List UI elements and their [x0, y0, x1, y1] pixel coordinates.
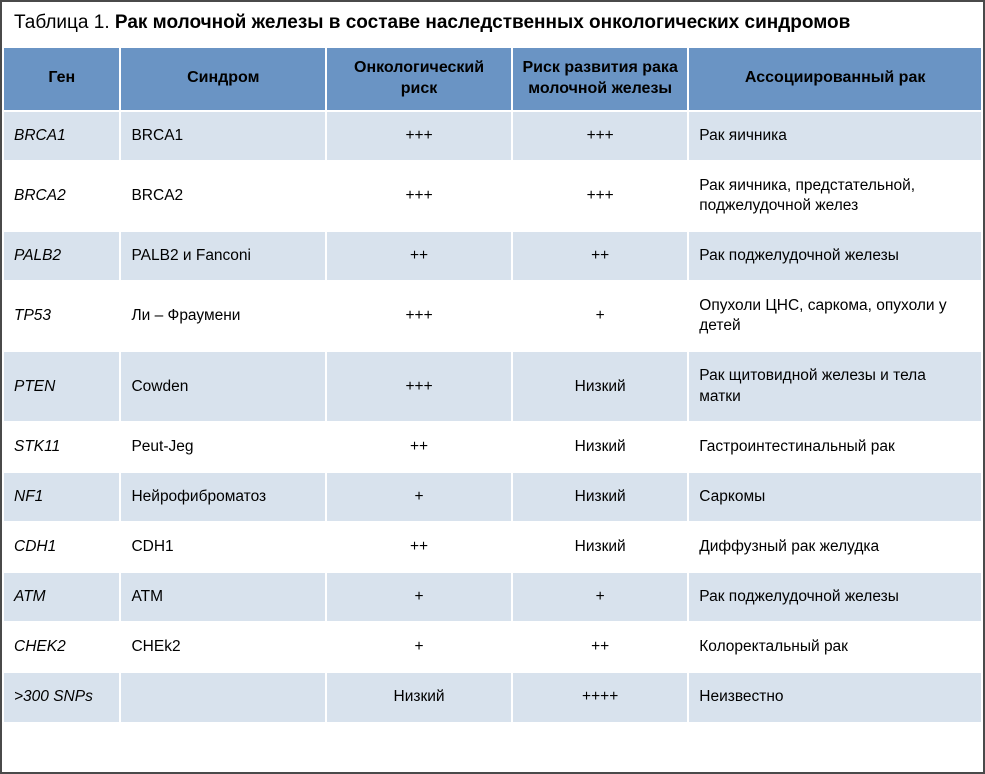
table-row: PTEN Cowden +++ Низкий Рак щитовидной же…	[3, 351, 982, 421]
cell-onco-risk: ++	[326, 231, 512, 281]
col-header-syndrome: Синдром	[120, 47, 326, 111]
cell-onco-risk: ++	[326, 422, 512, 472]
cell-gene: TP53	[3, 281, 120, 351]
cell-assoc: Рак яичника, предстательной, поджелудочн…	[688, 161, 982, 231]
cell-gene: PALB2	[3, 231, 120, 281]
cell-breast-risk: Низкий	[512, 422, 688, 472]
cell-assoc: Неизвестно	[688, 672, 982, 722]
cell-syndrome: Cowden	[120, 351, 326, 421]
cell-syndrome: Нейрофиброматоз	[120, 472, 326, 522]
cell-onco-risk: Низкий	[326, 672, 512, 722]
cell-gene: CHEK2	[3, 622, 120, 672]
table-row: ATM ATM + + Рак поджелудочной железы	[3, 572, 982, 622]
col-header-breast-risk: Риск развития рака молочной железы	[512, 47, 688, 111]
cell-breast-risk: +++	[512, 161, 688, 231]
col-header-onco-risk: Онкологический риск	[326, 47, 512, 111]
cell-breast-risk: ++	[512, 231, 688, 281]
table-row: BRCA1 BRCA1 +++ +++ Рак яичника	[3, 111, 982, 161]
table-row: NF1 Нейрофиброматоз + Низкий Саркомы	[3, 472, 982, 522]
cell-breast-risk: ++	[512, 622, 688, 672]
cell-gene: NF1	[3, 472, 120, 522]
caption-label: Таблица 1.	[14, 12, 115, 33]
col-header-gene: Ген	[3, 47, 120, 111]
cell-onco-risk: +++	[326, 281, 512, 351]
cell-gene: CDH1	[3, 522, 120, 572]
cell-onco-risk: +	[326, 572, 512, 622]
cell-onco-risk: ++	[326, 522, 512, 572]
cell-gene: ATM	[3, 572, 120, 622]
cell-syndrome: CHEk2	[120, 622, 326, 672]
cell-syndrome: ATM	[120, 572, 326, 622]
cell-gene: BRCA1	[3, 111, 120, 161]
cell-assoc: Опухоли ЦНС, саркома, опухоли у детей	[688, 281, 982, 351]
table-row: CDH1 CDH1 ++ Низкий Диффузный рак желудк…	[3, 522, 982, 572]
cell-gene: BRCA2	[3, 161, 120, 231]
cell-breast-risk: +	[512, 572, 688, 622]
table-container: Таблица 1. Рак молочной железы в составе…	[0, 0, 985, 774]
cell-assoc: Рак поджелудочной железы	[688, 231, 982, 281]
cell-syndrome: Peut-Jeg	[120, 422, 326, 472]
cell-syndrome: CDH1	[120, 522, 326, 572]
table-row: TP53 Ли – Фраумени +++ + Опухоли ЦНС, са…	[3, 281, 982, 351]
cell-onco-risk: +++	[326, 161, 512, 231]
table-row: STK11 Peut-Jeg ++ Низкий Гастроинтестина…	[3, 422, 982, 472]
cell-breast-risk: Низкий	[512, 351, 688, 421]
cell-syndrome: BRCA1	[120, 111, 326, 161]
header-row: Ген Синдром Онкологический риск Риск раз…	[3, 47, 982, 111]
cell-syndrome	[120, 672, 326, 722]
col-header-assoc: Ассоциированный рак	[688, 47, 982, 111]
cell-assoc: Колоректальный рак	[688, 622, 982, 672]
cell-breast-risk: ++++	[512, 672, 688, 722]
cell-assoc: Рак яичника	[688, 111, 982, 161]
table-row: >300 SNPs Низкий ++++ Неизвестно	[3, 672, 982, 722]
cell-breast-risk: +++	[512, 111, 688, 161]
cell-assoc: Саркомы	[688, 472, 982, 522]
cell-breast-risk: +	[512, 281, 688, 351]
cell-breast-risk: Низкий	[512, 522, 688, 572]
cell-onco-risk: +	[326, 472, 512, 522]
table-row: CHEK2 CHEk2 + ++ Колоректальный рак	[3, 622, 982, 672]
cell-onco-risk: +++	[326, 111, 512, 161]
table-row: PALB2 PALB2 и Fanconi ++ ++ Рак поджелуд…	[3, 231, 982, 281]
cell-syndrome: Ли – Фраумени	[120, 281, 326, 351]
cell-breast-risk: Низкий	[512, 472, 688, 522]
cell-gene: PTEN	[3, 351, 120, 421]
cell-assoc: Диффузный рак желудка	[688, 522, 982, 572]
cell-syndrome: BRCA2	[120, 161, 326, 231]
cell-assoc: Рак щитовидной железы и тела матки	[688, 351, 982, 421]
table-caption: Таблица 1. Рак молочной железы в составе…	[2, 2, 983, 46]
cell-assoc: Рак поджелудочной железы	[688, 572, 982, 622]
cell-gene: >300 SNPs	[3, 672, 120, 722]
cell-onco-risk: +++	[326, 351, 512, 421]
cell-onco-risk: +	[326, 622, 512, 672]
cell-assoc: Гастроинтестинальный рак	[688, 422, 982, 472]
cell-gene: STK11	[3, 422, 120, 472]
table-row: BRCA2 BRCA2 +++ +++ Рак яичника, предста…	[3, 161, 982, 231]
caption-title: Рак молочной железы в составе наследстве…	[115, 12, 850, 33]
data-table: Ген Синдром Онкологический риск Риск раз…	[2, 46, 983, 724]
cell-syndrome: PALB2 и Fanconi	[120, 231, 326, 281]
